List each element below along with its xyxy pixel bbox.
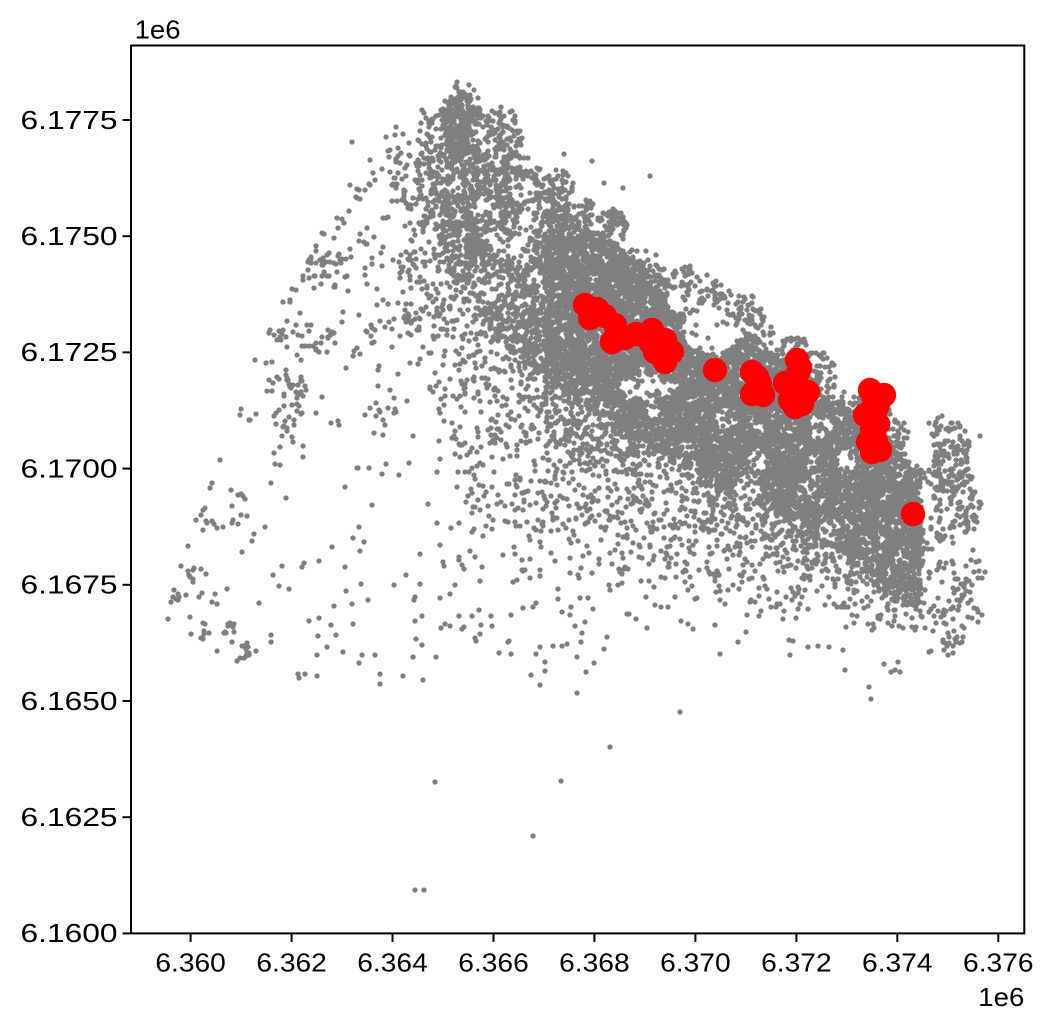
svg-text:6.376: 6.376: [963, 950, 1034, 978]
svg-text:6.364: 6.364: [357, 950, 428, 978]
svg-text:6.370: 6.370: [660, 950, 731, 978]
svg-text:6.1750: 6.1750: [21, 223, 118, 251]
svg-text:6.374: 6.374: [862, 950, 933, 978]
svg-text:6.368: 6.368: [559, 950, 630, 978]
svg-text:1e6: 1e6: [135, 17, 181, 45]
svg-text:1e6: 1e6: [978, 984, 1024, 1012]
svg-text:6.1650: 6.1650: [21, 688, 118, 716]
svg-text:6.1675: 6.1675: [21, 572, 118, 600]
svg-text:6.1775: 6.1775: [21, 107, 118, 135]
svg-text:6.1725: 6.1725: [21, 339, 118, 367]
svg-text:6.1625: 6.1625: [21, 804, 118, 832]
svg-text:6.372: 6.372: [761, 950, 832, 978]
svg-text:6.1700: 6.1700: [21, 455, 118, 483]
svg-text:6.1600: 6.1600: [21, 920, 118, 948]
svg-text:6.366: 6.366: [458, 950, 529, 978]
svg-text:6.360: 6.360: [155, 950, 226, 978]
svg-text:6.362: 6.362: [256, 950, 327, 978]
